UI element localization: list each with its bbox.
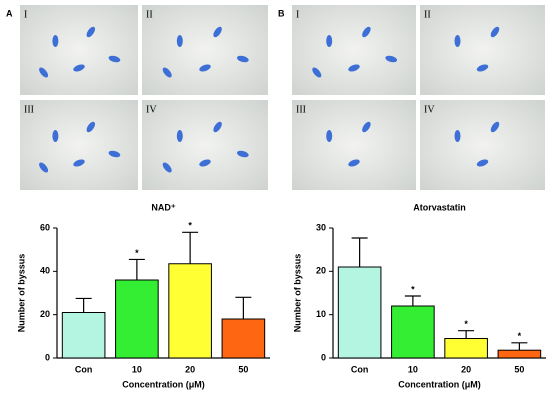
image-label: II <box>424 9 431 20</box>
cell <box>213 121 222 133</box>
cell <box>52 35 59 47</box>
cell <box>176 130 183 142</box>
cell <box>362 26 371 38</box>
cell <box>176 35 183 47</box>
image-label: IV <box>146 104 157 115</box>
x-tick-label: 10 <box>132 364 142 374</box>
cell <box>236 55 249 63</box>
x-tick-label: 20 <box>185 364 195 374</box>
significance-mark: * <box>188 221 192 231</box>
cell <box>213 26 222 38</box>
cell <box>454 35 461 47</box>
panel-label: B <box>278 8 285 18</box>
bar <box>497 349 542 359</box>
x-tick-label: Con <box>351 364 369 374</box>
x-tick-label: 50 <box>238 364 248 374</box>
cell <box>162 67 172 78</box>
significance-mark: * <box>464 319 468 329</box>
cell <box>236 150 249 158</box>
x-axis-label: Concentration (μM) <box>122 379 205 389</box>
x-tick-label: Con <box>75 364 93 374</box>
bar <box>221 318 266 359</box>
y-tick-label: 20 <box>40 309 50 319</box>
cell <box>476 159 489 167</box>
cell <box>490 26 500 38</box>
bar <box>337 266 382 359</box>
cell <box>199 64 211 72</box>
image-label: II <box>146 9 153 20</box>
cell <box>312 67 322 78</box>
cell <box>52 130 59 142</box>
cell <box>73 159 85 167</box>
y-tick-label: 0 <box>321 352 326 362</box>
x-axis-label: Concentration (μM) <box>398 379 481 389</box>
image-label: III <box>24 104 34 115</box>
cell <box>348 159 360 167</box>
x-tick-label: 20 <box>461 364 471 374</box>
y-axis-label: Number of byssus <box>16 254 26 333</box>
cell <box>454 130 461 142</box>
y-tick-label: 10 <box>316 309 326 319</box>
bar <box>168 263 212 359</box>
micrograph <box>420 100 545 190</box>
micrograph <box>142 100 268 190</box>
y-tick-label: 40 <box>40 266 50 276</box>
micrograph <box>20 5 138 95</box>
cell <box>199 159 211 167</box>
cell <box>108 150 121 158</box>
cell <box>39 162 49 173</box>
significance-mark: * <box>518 331 522 341</box>
y-tick-label: 60 <box>40 222 50 232</box>
bar <box>115 279 159 359</box>
bar <box>444 338 488 359</box>
cell <box>385 55 398 63</box>
cell <box>162 162 172 173</box>
bar <box>391 305 435 359</box>
y-tick-label: 30 <box>316 222 326 232</box>
cell <box>108 55 121 63</box>
y-axis-label: Number of byssus <box>292 254 302 333</box>
image-label: I <box>24 9 27 20</box>
y-tick-label: 20 <box>316 266 326 276</box>
chart-title: NAD⁺ <box>151 202 175 212</box>
cell <box>490 121 500 133</box>
cell <box>326 130 333 142</box>
x-tick-label: 50 <box>514 364 524 374</box>
image-label: I <box>296 9 299 20</box>
x-tick-label: 10 <box>408 364 418 374</box>
significance-mark: * <box>135 248 139 258</box>
image-label: IV <box>424 104 435 115</box>
micrograph <box>142 5 268 95</box>
cell <box>362 121 371 133</box>
y-tick-label: 0 <box>45 352 50 362</box>
micrograph <box>292 5 416 95</box>
chart-title: Atorvastatin <box>413 202 466 212</box>
cell <box>348 64 360 72</box>
micrograph <box>292 100 416 190</box>
cell <box>86 26 96 38</box>
cell <box>39 67 49 78</box>
bar <box>61 312 106 359</box>
cell <box>73 64 85 72</box>
image-label: III <box>296 104 306 115</box>
cell <box>476 64 489 72</box>
significance-mark: * <box>411 284 415 294</box>
micrograph <box>20 100 138 190</box>
cell <box>326 35 333 47</box>
cell <box>86 121 96 133</box>
panel-label: A <box>6 8 13 18</box>
micrograph <box>420 5 545 95</box>
